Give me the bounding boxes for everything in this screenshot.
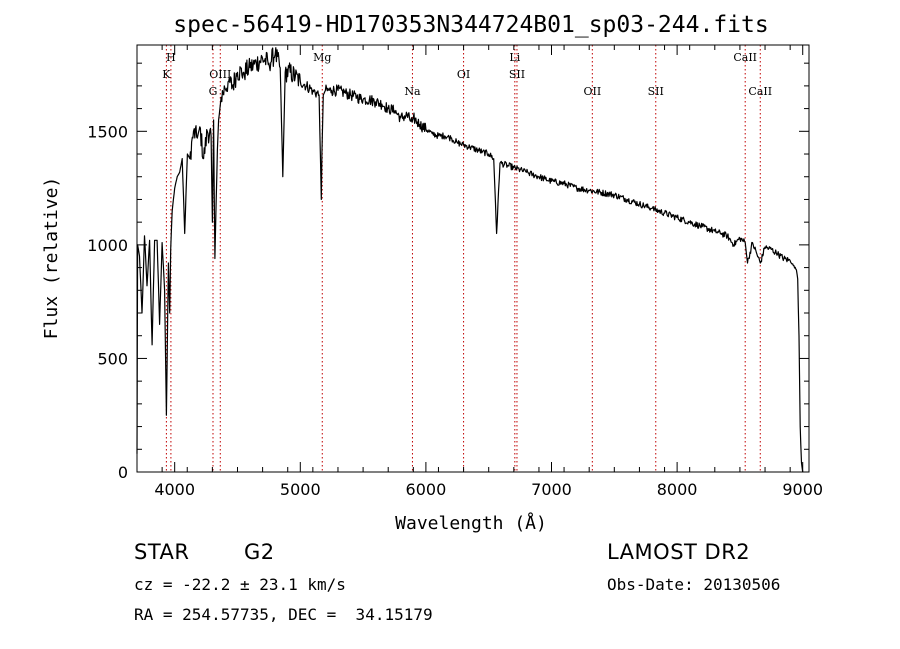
survey-name: LAMOST DR2 xyxy=(607,540,751,564)
spectral-line-label: H xyxy=(166,51,176,64)
spectral-line-label: Mg xyxy=(313,51,331,64)
y-axis-label: Flux (relative) xyxy=(41,177,62,340)
flux-series-line xyxy=(136,47,804,473)
spectral-line-label: OI xyxy=(457,68,470,81)
spectral-line-label: Li xyxy=(509,51,520,64)
x-tick-label: 8000 xyxy=(657,480,698,499)
spectral-line-markers: HK OIII G Mg Na OI Li SII OII SII CaII CaII xyxy=(162,45,772,472)
spectral-line-label: OII xyxy=(583,85,601,98)
plot-frame xyxy=(136,44,810,473)
spectral-line-label: SII xyxy=(648,85,664,98)
spectral-line-label: OIII xyxy=(209,68,231,81)
x-tick-label: 6000 xyxy=(406,480,447,499)
spectral-line-label: SII xyxy=(509,68,525,81)
axis-ticks: 4000 5000 6000 7000 8000 9000 0 500 1000 1500 xyxy=(87,45,823,499)
spectral-line-label: Na xyxy=(404,85,421,98)
chart-title: spec-56419-HD170353N344724B01_sp03-244.f… xyxy=(173,12,768,38)
x-tick-label: 9000 xyxy=(782,480,823,499)
y-tick-label: 500 xyxy=(97,349,128,368)
spectral-line-label: G xyxy=(209,85,218,98)
y-tick-label: 1000 xyxy=(87,236,128,255)
spectral-line-label: K xyxy=(162,68,171,81)
y-tick-label: 0 xyxy=(118,463,128,482)
spectral-line-label: CaII xyxy=(733,51,757,64)
x-tick-label: 7000 xyxy=(531,480,572,499)
x-tick-label: 4000 xyxy=(154,480,195,499)
spectral-line-label: CaII xyxy=(748,85,772,98)
y-tick-label: 1500 xyxy=(87,122,128,141)
object-type: STAR xyxy=(134,540,190,564)
redshift-value: cz = -22.2 ± 23.1 km/s xyxy=(134,575,346,594)
object-subclass: G2 xyxy=(244,540,275,564)
coordinates: RA = 254.57735, DEC = 34.15179 xyxy=(134,605,433,624)
x-tick-label: 5000 xyxy=(280,480,321,499)
obs-date: Obs-Date: 20130506 xyxy=(607,575,781,594)
x-axis-label: Wavelength (Å) xyxy=(395,512,547,534)
